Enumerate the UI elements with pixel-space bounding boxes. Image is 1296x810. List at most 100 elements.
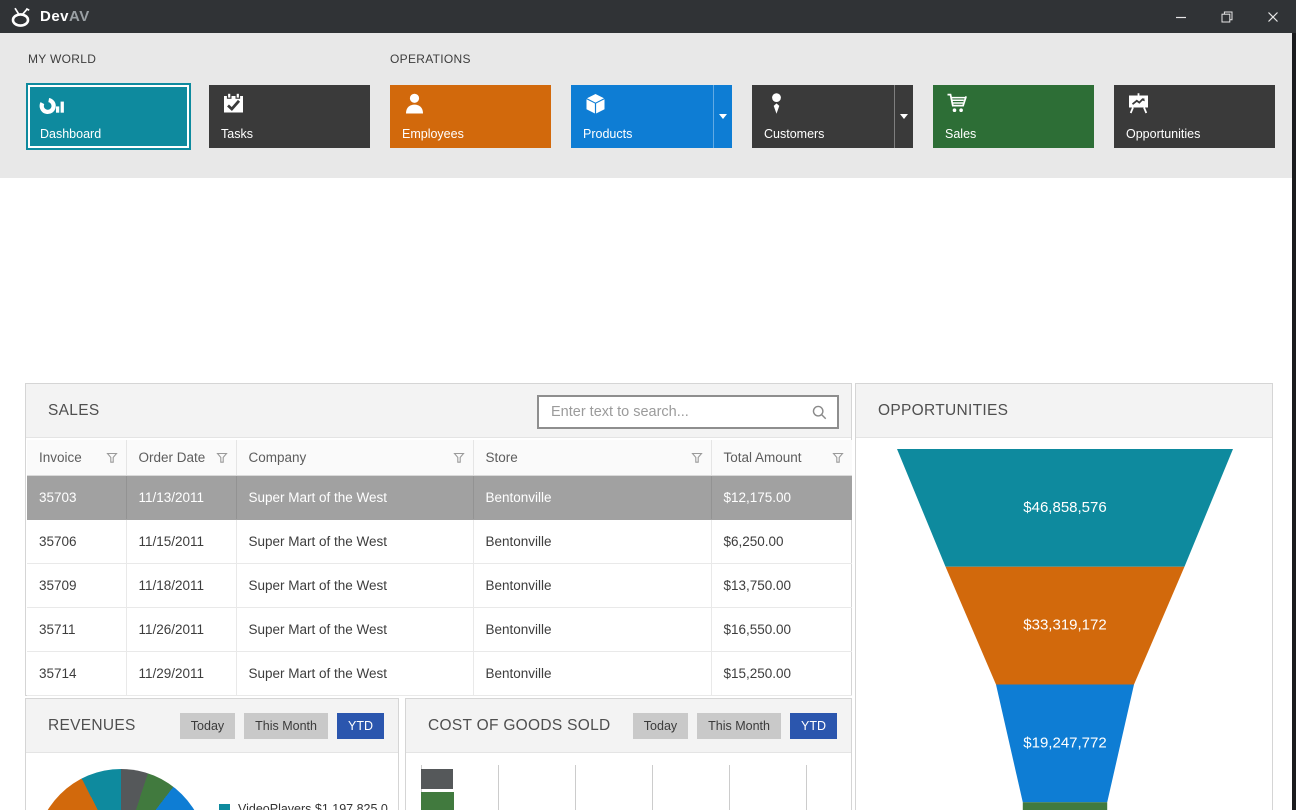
chevron-down-icon[interactable] <box>894 85 913 148</box>
tile-products[interactable]: Products <box>571 85 732 148</box>
table-cell[interactable]: Super Mart of the West <box>236 607 474 652</box>
tile-label: Customers <box>764 127 825 141</box>
table-cell[interactable]: $13,750.00 <box>711 563 852 608</box>
dashboard-icon <box>39 91 66 117</box>
tile-dashboard[interactable]: Dashboard <box>26 83 191 150</box>
restore-icon <box>1221 11 1233 23</box>
table-cell[interactable]: $15,250.00 <box>711 651 852 696</box>
table-cell[interactable]: 35706 <box>27 519 127 564</box>
column-header-invoice[interactable]: Invoice <box>27 440 127 476</box>
filter-icon[interactable] <box>690 452 703 464</box>
cogs-panel-title: COST OF GOODS SOLD <box>428 716 611 734</box>
table-cell[interactable]: 35714 <box>27 651 127 696</box>
table-cell[interactable]: 11/18/2011 <box>126 563 237 608</box>
search-icon[interactable] <box>811 404 828 421</box>
ribbon-group-label: MY WORLD <box>28 52 97 66</box>
table-row[interactable]: 35711 11/26/2011 Super Mart of the West Ben… <box>27 607 852 652</box>
table-cell[interactable]: $12,175.00 <box>711 475 852 520</box>
tile-sales[interactable]: Sales <box>933 85 1094 148</box>
funnel-segment-unlikely[interactable] <box>1022 802 1108 810</box>
button-today[interactable]: Today <box>179 713 236 739</box>
bar-automation[interactable] <box>421 791 455 810</box>
minimize-button[interactable] <box>1158 0 1204 33</box>
button-this-month[interactable]: This Month <box>244 713 328 739</box>
funnel-segment-low[interactable] <box>995 684 1135 803</box>
table-cell[interactable]: 11/13/2011 <box>126 475 237 520</box>
opportunities-funnel-chart: $46,858,576$33,319,172$19,247,772$11,774… <box>897 449 1233 810</box>
table-cell[interactable]: Super Mart of the West <box>236 563 474 608</box>
column-header-label: Invoice <box>39 450 82 465</box>
cogs-bar-chart <box>421 765 847 810</box>
legend-item: VideoPlayers $1,197,825.0 <box>219 802 388 810</box>
table-row[interactable]: 35706 11/15/2011 Super Mart of the West Ben… <box>27 519 852 564</box>
gridline <box>729 765 730 810</box>
table-cell[interactable]: $16,550.00 <box>711 607 852 652</box>
filter-icon[interactable] <box>215 452 228 464</box>
column-header-order-date[interactable]: Order Date <box>126 440 237 476</box>
bar-monitors[interactable] <box>421 769 454 789</box>
ribbon: MY WORLD Dashboard Tasks OPERATIONS Employee… <box>0 33 1296 178</box>
filter-icon[interactable] <box>452 452 465 464</box>
column-header-label: Store <box>485 450 518 465</box>
button-ytd[interactable]: YTD <box>790 713 837 739</box>
table-row[interactable]: 35709 11/18/2011 Super Mart of the West Ben… <box>27 563 852 608</box>
table-cell[interactable]: Bentonville <box>473 519 712 564</box>
tile-label: Opportunities <box>1126 127 1201 141</box>
column-header-company[interactable]: Company <box>236 440 474 476</box>
column-header-label: Company <box>248 450 307 465</box>
tile-opportunities[interactable]: Opportunities <box>1114 85 1275 148</box>
funnel-segment-high[interactable] <box>897 449 1233 567</box>
table-cell[interactable]: Super Mart of the West <box>236 651 474 696</box>
column-header-label: Order Date <box>138 450 206 465</box>
funnel-segment-medium[interactable] <box>945 566 1185 685</box>
cogs-panel-header: COST OF GOODS SOLD Today This Month YTD <box>406 699 851 753</box>
tile-employees[interactable]: Employees <box>390 85 551 148</box>
table-cell[interactable]: Bentonville <box>473 651 712 696</box>
opportunities-panel-header: OPPORTUNITIES <box>856 384 1272 438</box>
column-header-store[interactable]: Store <box>473 440 712 476</box>
sales-icon <box>944 91 971 117</box>
table-cell[interactable]: $6,250.00 <box>711 519 852 564</box>
gridline <box>575 765 576 810</box>
chevron-down-icon[interactable] <box>713 85 732 148</box>
button-ytd[interactable]: YTD <box>337 713 384 739</box>
gridline <box>806 765 807 810</box>
column-header-total-amount[interactable]: Total Amount <box>711 440 852 476</box>
ribbon-group-label: OPERATIONS <box>390 52 471 66</box>
legend-swatch <box>219 803 230 810</box>
table-cell[interactable]: Bentonville <box>473 475 712 520</box>
close-button[interactable] <box>1250 0 1296 33</box>
table-row[interactable]: 35714 11/29/2011 Super Mart of the West Ben… <box>27 651 852 696</box>
tile-label: Tasks <box>221 127 253 141</box>
app-logo: Dev AV <box>10 5 90 29</box>
table-cell[interactable]: 35703 <box>27 475 127 520</box>
button-today[interactable]: Today <box>632 713 689 739</box>
table-cell[interactable]: Super Mart of the West <box>236 475 474 520</box>
table-cell[interactable]: 11/29/2011 <box>126 651 237 696</box>
table-cell[interactable]: 11/26/2011 <box>126 607 237 652</box>
logo-text-dev: Dev <box>40 8 70 25</box>
sales-panel: SALES Invoice Order Date Company Store Total… <box>25 383 852 696</box>
tile-customers[interactable]: Customers <box>752 85 913 148</box>
gridline <box>498 765 499 810</box>
funnel-value-label: $46,858,576 <box>1023 499 1106 516</box>
button-this-month[interactable]: This Month <box>697 713 781 739</box>
table-row[interactable]: 35703 11/13/2011 Super Mart of the West Ben… <box>27 475 852 520</box>
table-cell[interactable]: 35709 <box>27 563 127 608</box>
sales-panel-header: SALES <box>26 384 851 438</box>
tiles-row: Employees Products Customers Sales Opportuni… <box>390 85 1275 148</box>
window-right-edge <box>1292 33 1296 810</box>
table-cell[interactable]: Bentonville <box>473 563 712 608</box>
restore-button[interactable] <box>1204 0 1250 33</box>
filter-icon[interactable] <box>105 452 118 464</box>
tile-tasks[interactable]: Tasks <box>209 85 370 148</box>
revenues-legend: VideoPlayers $1,197,825.0Projectors $3,5… <box>219 802 388 810</box>
table-cell[interactable]: Bentonville <box>473 607 712 652</box>
search-input[interactable] <box>539 397 837 427</box>
revenues-donut-chart[interactable] <box>35 769 207 810</box>
table-cell[interactable]: 11/15/2011 <box>126 519 237 564</box>
filter-icon[interactable] <box>832 452 844 464</box>
table-cell[interactable]: Super Mart of the West <box>236 519 474 564</box>
table-cell[interactable]: 35711 <box>27 607 127 652</box>
